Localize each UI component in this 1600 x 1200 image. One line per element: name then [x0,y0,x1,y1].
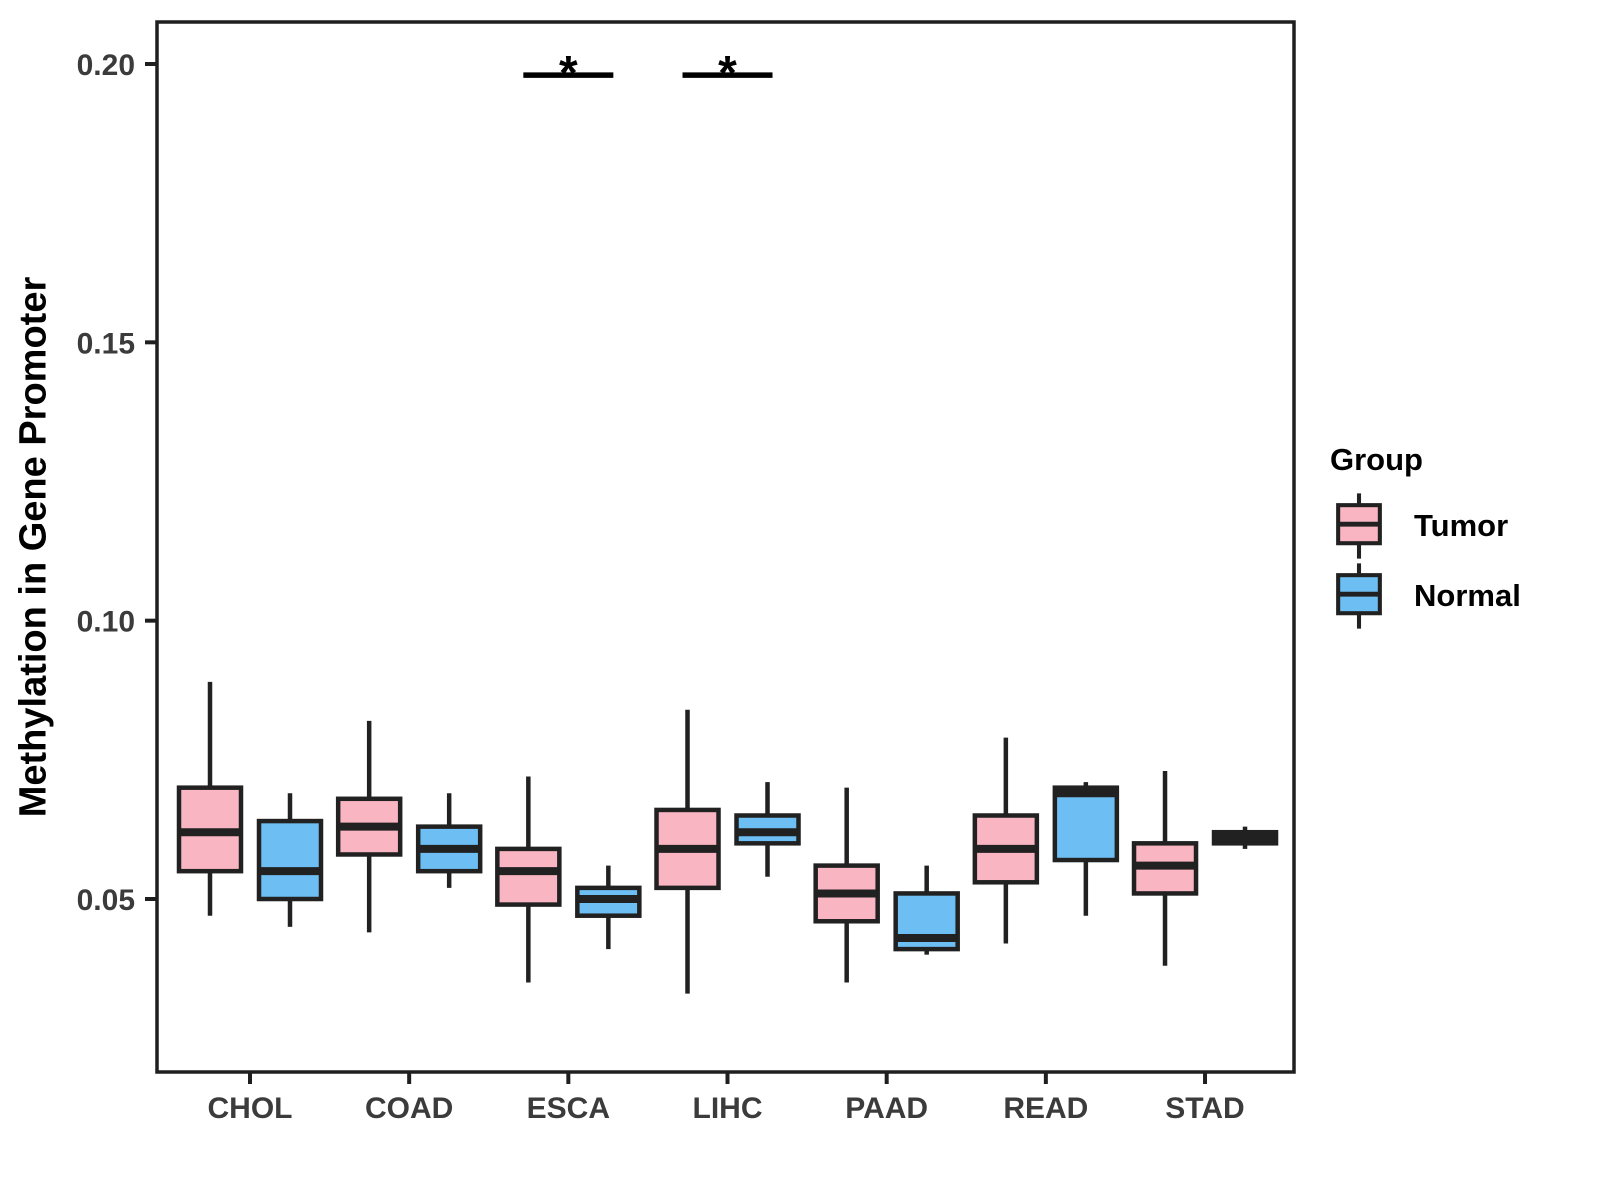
legend-label-tumor: Tumor [1414,508,1509,543]
x-tick-label: STAD [1165,1092,1244,1125]
y-tick-label: 0.15 [77,327,135,360]
x-tick-label: COAD [365,1092,453,1125]
panel-border [155,20,1296,1074]
x-tick-label: LIHC [693,1092,763,1125]
box-normal-READ [1052,785,1120,863]
y-tick-label: 0.20 [77,49,135,82]
y-tick-label: 0.10 [77,606,135,639]
x-tick-label: ESCA [527,1092,610,1125]
box-normal-CHOL [256,818,324,902]
tumor-boxplot-key-icon [1336,493,1382,559]
legend-title: Group [1330,442,1423,477]
x-tick-label: PAAD [845,1092,928,1125]
x-tick-label: READ [1003,1092,1088,1125]
x-tick-label: CHOL [208,1092,293,1125]
legend-label-normal: Normal [1414,578,1521,613]
significance-star: * [559,47,578,100]
box-tumor-ESCA [495,846,562,907]
legend-item-tumor: Tumor [1330,492,1521,560]
legend-item-normal: Normal [1330,562,1521,630]
significance-star: * [718,47,737,100]
legend: Group Tumor Normal [1330,442,1521,632]
normal-boxplot-key-icon [1336,563,1382,629]
y-tick-label: 0.05 [77,884,135,917]
